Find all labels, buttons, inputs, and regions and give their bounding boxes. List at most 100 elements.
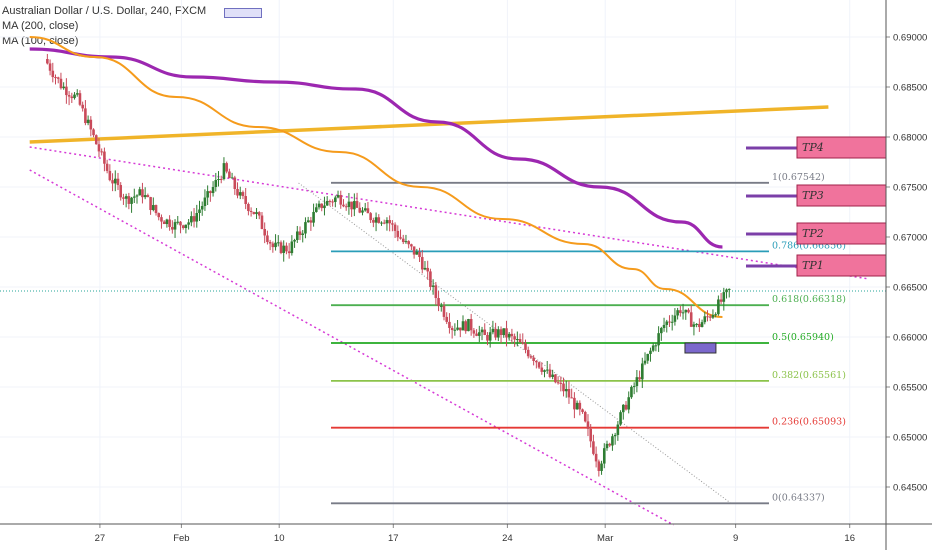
fib-level-label: 0.236(0.65093) [772, 417, 846, 428]
candle-body [624, 404, 628, 410]
candle-body [113, 178, 117, 184]
candle-body [461, 321, 465, 331]
candle-body [418, 251, 421, 258]
candle-body [358, 207, 362, 213]
candle-body [274, 242, 277, 248]
candle-body [304, 222, 307, 234]
channel-upper-line [29, 146, 870, 280]
candle-body [600, 463, 603, 471]
legend-highlight-box [224, 8, 262, 18]
candle-body [448, 321, 451, 328]
candle-body [84, 108, 87, 124]
candle-body [94, 135, 98, 145]
candle-body [168, 219, 171, 228]
candle-body [516, 338, 519, 340]
long-term-trendline [29, 105, 829, 144]
candle-body [260, 215, 264, 229]
candle-body [127, 196, 131, 204]
candle-body [679, 310, 682, 313]
candle-body [301, 233, 305, 235]
candle-body [567, 388, 571, 398]
price-tick-label: 0.65000 [893, 433, 927, 444]
candle-body [717, 299, 720, 315]
candle-body [689, 312, 693, 327]
candle-body [442, 305, 446, 317]
candle-body [149, 197, 152, 211]
candle-body [651, 345, 655, 351]
price-tick-label: 0.66000 [893, 333, 927, 344]
candle-body [255, 212, 258, 215]
candle-body [649, 350, 652, 354]
candle-body [545, 369, 549, 371]
fibonacci-retracement[interactable]: 1(0.67542) 0.786(0.66856) 0.618(0.66318) 0.… [331, 172, 846, 505]
candle-body [388, 220, 391, 224]
candle-body [420, 257, 424, 270]
candle-body [592, 441, 595, 454]
price-tick-label: 0.64500 [893, 483, 927, 494]
candle-body [203, 197, 207, 207]
candle-body [412, 246, 416, 255]
take-profit-targets[interactable]: TP1 TP2 TP3 TP4 [684, 136, 887, 354]
candle-body [290, 241, 294, 254]
candle-body [415, 251, 419, 255]
candle-body [285, 245, 288, 252]
price-tick-label: 0.68500 [893, 83, 927, 94]
candle-body [551, 374, 554, 377]
candle-body [564, 388, 568, 392]
candle-body [670, 321, 674, 323]
candle-body [725, 289, 728, 293]
candle-body [222, 163, 226, 180]
candle-body [238, 192, 242, 196]
candle-body [559, 382, 563, 384]
candle-body [111, 180, 114, 184]
candle-body [518, 338, 522, 343]
candle-body [347, 201, 351, 207]
candle-body [472, 330, 476, 334]
candle-body [105, 163, 109, 171]
candle-body [497, 329, 500, 338]
candle-body [108, 170, 112, 181]
candle-body [404, 241, 408, 243]
candle-body [355, 201, 359, 208]
candle-body [206, 191, 209, 198]
candle-body [176, 221, 180, 223]
candle-body [135, 195, 139, 197]
entry-zone-box [684, 342, 717, 354]
candle-body [505, 328, 508, 338]
candle-body [181, 225, 185, 229]
candle-body [152, 205, 155, 211]
candle-body [268, 241, 272, 244]
candle-body [535, 360, 538, 363]
candle-body [638, 377, 641, 380]
candle-body [241, 192, 245, 197]
candle-body [173, 222, 177, 230]
tp-label: TP3 [802, 189, 824, 202]
candle-body [377, 217, 381, 223]
candle-body [230, 177, 234, 179]
candle-body [396, 230, 400, 238]
candle-body [627, 397, 631, 410]
candle-body [635, 377, 639, 387]
price-tick-label: 0.66500 [893, 283, 927, 294]
candle-body [630, 386, 633, 398]
candle-body [48, 63, 52, 71]
candle-body [130, 197, 133, 204]
candle-body [81, 104, 84, 109]
candle-body [499, 329, 503, 336]
candle-body [124, 196, 128, 199]
candle-body [363, 208, 367, 211]
candle-body [263, 228, 266, 236]
tp-label: TP2 [802, 227, 824, 240]
candle-body [475, 333, 478, 336]
candle-body [361, 210, 364, 213]
moving-averages [29, 36, 723, 318]
candle-body [578, 402, 582, 410]
candle-body [526, 349, 530, 357]
candle-body [225, 163, 228, 172]
candle-body [89, 119, 93, 130]
candle-body [184, 224, 188, 229]
candle-body [323, 205, 326, 209]
candle-body [594, 453, 598, 462]
candle-body [325, 200, 329, 206]
